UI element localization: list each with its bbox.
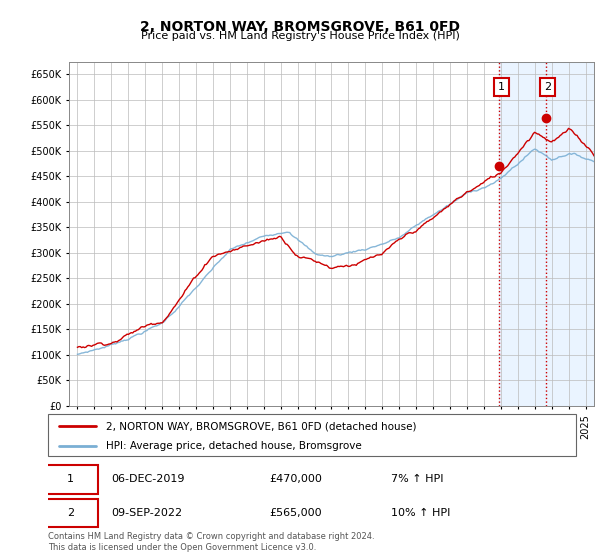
Text: 7% ↑ HPI: 7% ↑ HPI <box>391 474 444 484</box>
Text: 2, NORTON WAY, BROMSGROVE, B61 0FD: 2, NORTON WAY, BROMSGROVE, B61 0FD <box>140 20 460 34</box>
Text: 06-DEC-2019: 06-DEC-2019 <box>112 474 185 484</box>
Text: 1: 1 <box>497 82 505 92</box>
Text: 09-SEP-2022: 09-SEP-2022 <box>112 508 182 518</box>
Text: 1: 1 <box>67 474 74 484</box>
Text: 2, NORTON WAY, BROMSGROVE, B61 0FD (detached house): 2, NORTON WAY, BROMSGROVE, B61 0FD (deta… <box>106 421 416 431</box>
Text: £565,000: £565,000 <box>270 508 322 518</box>
FancyBboxPatch shape <box>48 414 576 456</box>
Text: £470,000: £470,000 <box>270 474 323 484</box>
Text: 2: 2 <box>67 508 74 518</box>
Text: 2: 2 <box>544 82 551 92</box>
Text: 10% ↑ HPI: 10% ↑ HPI <box>391 508 451 518</box>
FancyBboxPatch shape <box>43 465 98 494</box>
Text: Contains HM Land Registry data © Crown copyright and database right 2024.
This d: Contains HM Land Registry data © Crown c… <box>48 532 374 552</box>
Text: HPI: Average price, detached house, Bromsgrove: HPI: Average price, detached house, Brom… <box>106 441 362 451</box>
Text: Price paid vs. HM Land Registry's House Price Index (HPI): Price paid vs. HM Land Registry's House … <box>140 31 460 41</box>
Bar <box>499 62 594 406</box>
FancyBboxPatch shape <box>43 498 98 528</box>
